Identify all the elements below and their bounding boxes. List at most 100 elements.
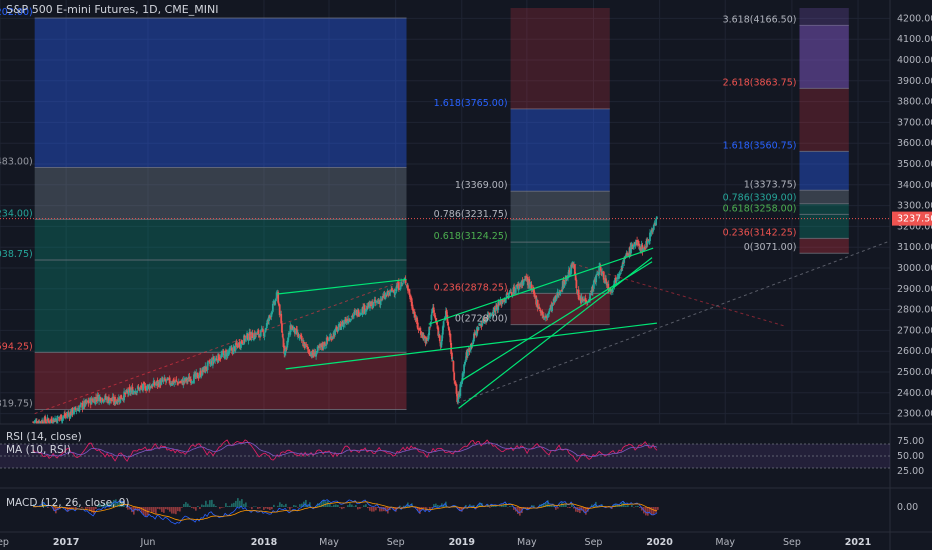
candle-body — [648, 240, 651, 243]
macd-histogram-bar — [419, 507, 421, 514]
candle-body — [286, 341, 289, 348]
candle-body — [359, 312, 362, 314]
macd-histogram-bar — [143, 507, 145, 515]
rsi-ma-legend[interactable]: MA (10, RSI) — [6, 444, 71, 456]
candle-body — [258, 334, 261, 336]
candle-body — [291, 326, 294, 330]
candle-body — [327, 339, 330, 341]
candle-body — [300, 335, 303, 341]
fib2-label: 1.618(3765.00) — [434, 98, 508, 109]
macd-histogram-bar — [429, 507, 431, 511]
candle-body — [548, 308, 551, 312]
candle-body — [206, 362, 209, 371]
macd-histogram-bar — [115, 499, 117, 507]
macd-histogram-bar — [113, 499, 115, 507]
rsi-legend[interactable]: RSI (14, close) — [6, 431, 82, 443]
price-tick-label: 4100.00 — [897, 34, 932, 45]
candle-body — [108, 397, 110, 403]
fib2-label: 0.618(3124.25) — [434, 231, 508, 242]
macd-histogram-bar — [577, 507, 579, 513]
macd-histogram-bar — [437, 505, 439, 507]
candle-body — [67, 413, 69, 416]
candle-body — [381, 296, 384, 301]
candle-body — [246, 333, 249, 341]
candle-body — [139, 387, 141, 391]
candle-body — [50, 418, 53, 421]
macd-histogram-bar — [545, 502, 547, 507]
macd-histogram-bar — [615, 503, 617, 507]
macd-histogram-bar — [645, 507, 647, 516]
candle-body — [602, 271, 605, 280]
macd-histogram-bar — [433, 504, 435, 507]
macd-histogram-bar — [553, 505, 555, 507]
macd-histogram-bar — [591, 504, 593, 507]
candle-body — [101, 398, 104, 402]
candle-body — [277, 292, 280, 303]
candle-body — [430, 314, 433, 321]
candle-body — [308, 349, 311, 354]
candle-body — [469, 349, 472, 351]
candle-body — [413, 311, 416, 318]
macd-histogram-bar — [321, 500, 323, 507]
candle-body — [281, 323, 283, 333]
macd-histogram-bar — [85, 507, 87, 510]
candle-body — [270, 312, 273, 318]
price-tick-label: 3000.00 — [897, 263, 932, 274]
macd-histogram-bar — [93, 507, 95, 514]
candle-body — [82, 407, 85, 410]
candle-body — [615, 280, 618, 282]
candle-body — [614, 277, 617, 283]
time-tick-label: 2018 — [251, 537, 278, 548]
candle-body — [646, 239, 649, 244]
candle-body — [561, 289, 563, 291]
price-tick-label: 3100.00 — [897, 242, 932, 253]
time-tick-label: Sep — [783, 537, 801, 548]
candle-body — [488, 312, 491, 316]
candle-body — [35, 421, 38, 424]
macd-histogram-bar — [145, 507, 147, 517]
candle-body — [282, 338, 285, 347]
macd-histogram-bar — [187, 503, 189, 507]
candle-body — [531, 289, 534, 291]
candle-body — [212, 357, 214, 366]
candle-body — [175, 379, 178, 381]
candle-body — [44, 416, 47, 422]
candle-body — [530, 284, 533, 290]
candle-body — [45, 422, 48, 424]
candle-body — [119, 396, 122, 403]
price-tick-label: 2800.00 — [897, 305, 932, 316]
chart-title: S&P 500 E-mini Futures, 1D, CME_MINI — [6, 3, 219, 16]
fib2-label: 0(2728.00) — [455, 314, 508, 325]
fib3-label: 0.618(3258.00) — [723, 203, 797, 214]
candle-body — [460, 380, 463, 385]
candle-body — [274, 299, 277, 301]
macd-histogram-bar — [655, 507, 657, 513]
macd-histogram-bar — [435, 503, 437, 507]
macd-histogram-bar — [377, 507, 379, 508]
candle-body — [574, 275, 577, 281]
candle-body — [111, 400, 113, 401]
candle-body — [99, 397, 102, 402]
candle-body — [492, 307, 495, 315]
macd-histogram-bar — [287, 507, 289, 508]
candle-body — [230, 348, 233, 351]
candle-body — [538, 306, 541, 309]
candle-body — [471, 343, 474, 345]
macd-histogram-bar — [371, 507, 373, 512]
candle-body — [400, 281, 402, 287]
candle-body — [74, 407, 77, 410]
candle-body — [473, 333, 475, 342]
candle-body — [200, 375, 203, 377]
time-tick-label: May — [715, 537, 735, 548]
candle-body — [224, 350, 227, 352]
candle-body — [643, 246, 646, 249]
candle-body — [265, 323, 268, 329]
candle-body — [454, 381, 456, 383]
candle-body — [202, 369, 204, 372]
macd-legend[interactable]: MACD (12, 26, close, 9) — [6, 497, 130, 509]
candle-body — [464, 359, 467, 362]
candle-body — [441, 335, 443, 342]
macd-histogram-bar — [167, 507, 169, 510]
